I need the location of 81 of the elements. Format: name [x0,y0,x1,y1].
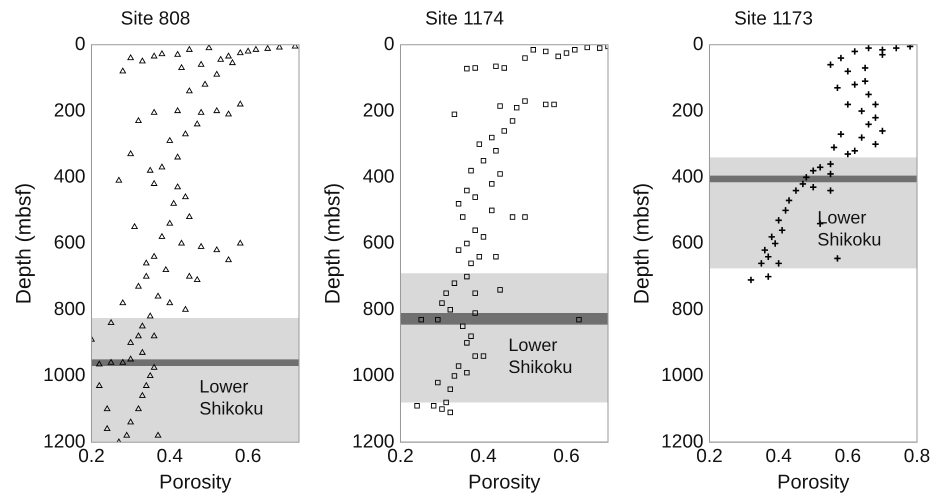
x-axis-title: Porosity [468,472,540,494]
point [792,186,800,195]
band-label: Lower Shikoku [817,207,882,250]
point [746,276,755,284]
y-tick-label: 800 [672,298,704,320]
y-tick-label: 1000 [661,365,704,386]
point [757,259,766,268]
point [861,64,870,72]
point [826,186,835,195]
band-label: Lower Shikoku [508,335,572,378]
point [830,143,838,152]
point [816,163,824,172]
point [844,150,852,158]
y-axis-title: Depth (mbsf) [12,182,36,304]
y-axis-title: Depth (mbsf) [630,182,654,304]
x-tick-label: 0.6 [834,446,862,467]
y-tick-label: 600 [672,232,704,254]
point [844,67,852,76]
x-tick-label: 0.4 [470,446,498,467]
point [833,254,842,262]
y-tick-label: 400 [672,166,704,188]
x-tick-label: 0.4 [765,446,792,467]
y-tick-label: 600 [362,232,394,254]
y-axis-title: Depth (mbsf) [321,182,344,304]
point [850,146,859,155]
point [782,206,790,214]
x-tick-label: 0.6 [234,446,262,467]
point [844,100,852,108]
point [764,272,772,281]
y-tick-label: 200 [362,100,394,122]
point [802,173,810,182]
x-tick-label: 0.8 [904,446,930,467]
point [774,216,783,224]
point [826,160,835,168]
point [809,166,818,175]
y-tick-label: 0 [384,34,394,56]
point [864,44,873,52]
point [809,183,818,192]
x-axis-title: Porosity [159,472,232,494]
x-tick-label: 0.4 [156,446,184,467]
chart-title: Site 808 [120,8,190,30]
point [826,60,835,69]
point [850,47,859,56]
point [836,54,845,62]
point [798,180,807,188]
y-tick-label: 600 [54,232,86,254]
point [858,134,866,142]
point [826,170,835,178]
chart-title: Site 1173 [734,8,813,30]
y-tick-label: 0 [74,34,86,56]
chart-title: Site 1174 [425,8,504,30]
y-tick-label: 200 [672,100,704,122]
point [906,44,914,50]
point [864,120,873,128]
point [864,90,873,98]
point [785,196,794,204]
point [774,259,783,268]
point [833,84,842,92]
y-tick-label: 1000 [352,365,394,386]
point [871,114,880,122]
y-tick-label: 400 [54,166,86,188]
x-axis-title: Porosity [777,472,850,494]
y-tick-label: 1000 [43,365,86,386]
point [878,46,886,54]
point [778,226,786,234]
y-tick-label: 800 [54,298,86,320]
point [871,100,880,108]
point [871,140,880,148]
x-tick-label: 0.6 [553,446,580,467]
point [836,130,845,138]
point [878,50,886,59]
point [861,77,870,86]
point [892,44,900,52]
y-tick-label: 800 [362,298,394,320]
point [878,126,886,135]
band-label: Lower Shikoku [199,376,264,419]
point [858,107,866,116]
point [850,80,859,89]
y-tick-label: 400 [362,166,394,188]
y-tick-label: 0 [692,34,704,56]
y-tick-label: 200 [54,100,86,122]
